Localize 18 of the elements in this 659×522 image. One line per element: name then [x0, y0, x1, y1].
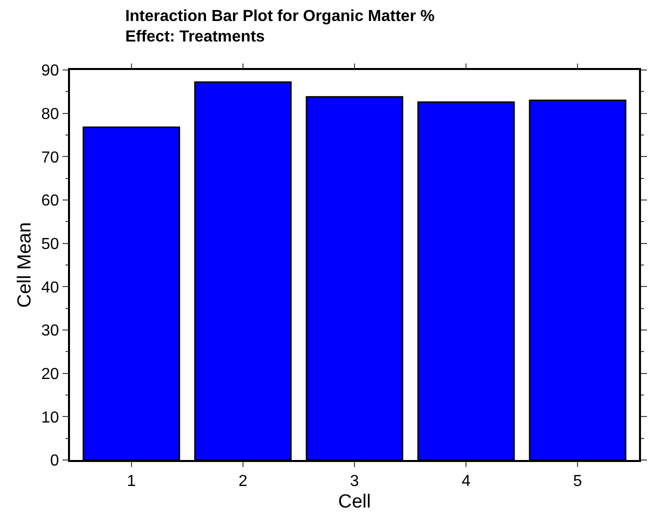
y-tick-label: 50 [41, 236, 60, 253]
y-tick-label: 60 [41, 192, 60, 210]
y-tick-label: 40 [41, 279, 60, 296]
y-tick-label: 0 [50, 452, 60, 470]
y-tick-label: 70 [41, 149, 60, 166]
x-tick-label: 3 [350, 472, 360, 490]
x-tick-label: 2 [238, 472, 248, 490]
y-axis-title: Cell Mean [14, 222, 36, 308]
y-tick-label: 30 [41, 322, 60, 340]
chart-title: Interaction Bar Plot for Organic Matter % Effect: Treatments [125, 8, 435, 46]
x-axis-title: Cell [338, 491, 371, 512]
y-tick-label: 20 [41, 366, 60, 383]
y-tick-label: 10 [41, 409, 60, 426]
x-tick-label: 5 [573, 472, 582, 490]
x-tick-label: 1 [126, 472, 136, 490]
x-tick-label: 4 [462, 472, 471, 490]
y-tick-label: 90 [41, 62, 60, 80]
y-tick-label: 80 [41, 106, 60, 123]
